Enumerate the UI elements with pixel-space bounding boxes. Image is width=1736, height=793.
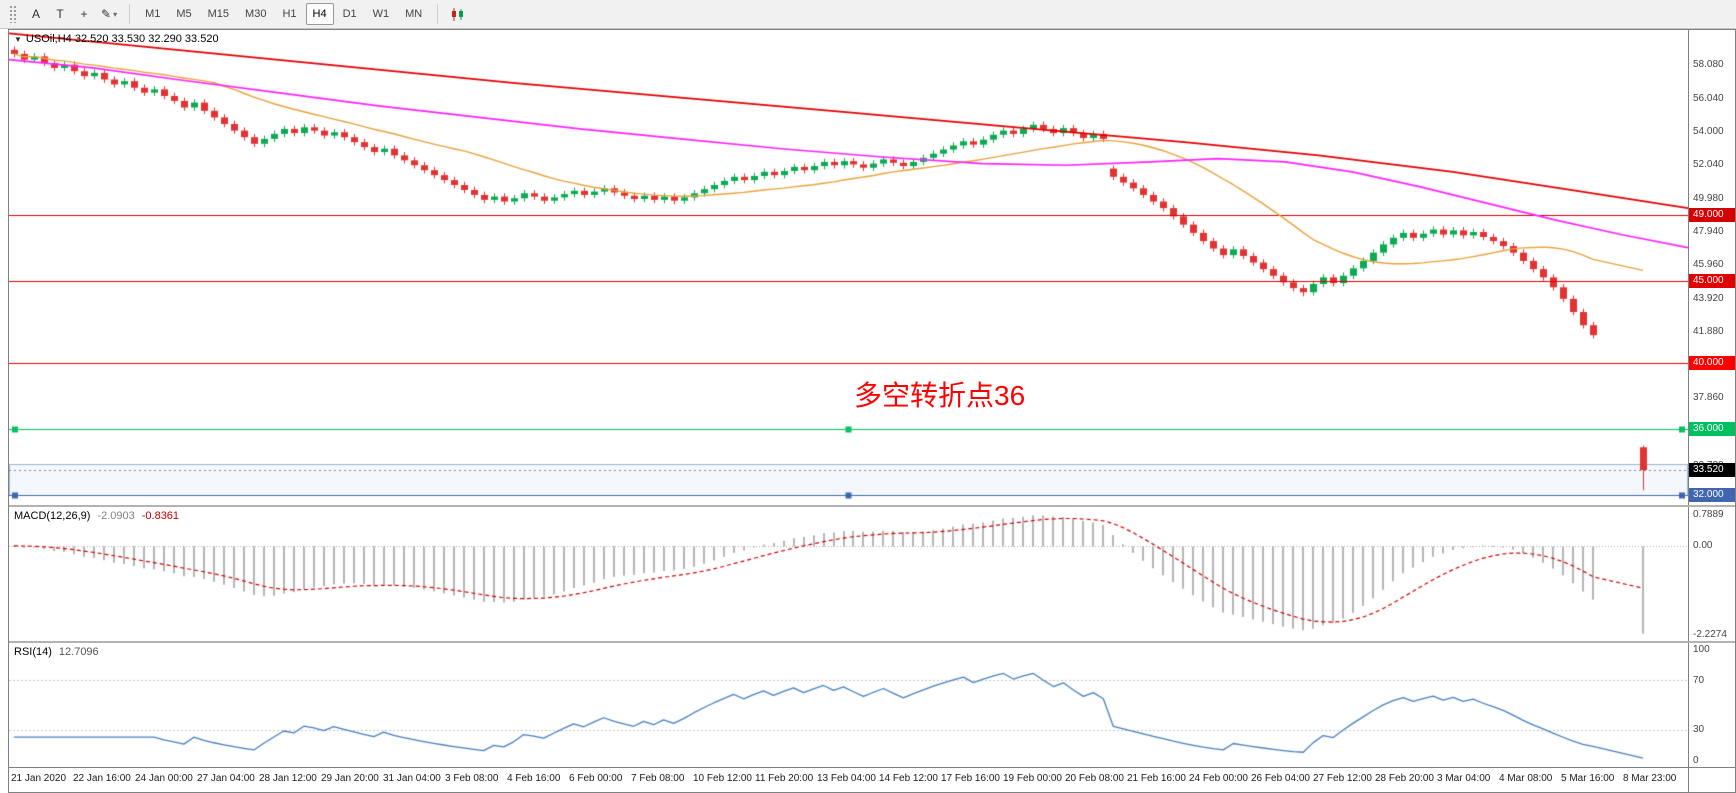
timeframe-h4-button[interactable]: H4 (305, 3, 334, 25)
macd-value-main: -2.0903 (97, 509, 135, 522)
timeframe-m30-button[interactable]: M30 (245, 8, 267, 20)
price-scale-label: 54.000 (1693, 126, 1724, 138)
macd-label-row: MACD(12,26,9) -2.0903 -0.8361 (14, 510, 179, 522)
price-scale-label: 52.040 (1693, 158, 1724, 170)
time-axis-label: 17 Feb 16:00 (941, 773, 1000, 785)
panel-divider[interactable] (9, 504, 1735, 507)
time-axis-label: 8 Mar 23:00 (1623, 773, 1677, 785)
toolbar-separator (437, 4, 439, 24)
time-axis-label: 31 Jan 04:00 (383, 773, 441, 785)
time-axis-label: 29 Jan 20:00 (321, 773, 379, 785)
timeframe-m5-button[interactable]: M5 (176, 8, 192, 20)
timeframe-d1-button[interactable]: D1 (342, 8, 357, 20)
time-axis-label: 5 Mar 16:00 (1561, 773, 1615, 785)
text-tool-a-label: A (31, 7, 40, 21)
time-axis-label: 21 Jan 2020 (11, 773, 67, 785)
chart-annotation[interactable]: 多空转折点36 (854, 380, 1026, 411)
panel-divider[interactable] (9, 641, 1735, 644)
time-axis-label: 24 Jan 00:00 (135, 773, 193, 785)
price-scale-label: 45.960 (1693, 258, 1724, 270)
time-axis-label: 13 Feb 04:00 (817, 773, 876, 785)
time-axis[interactable]: 21 Jan 2020 22 Jan 16:00 24 Jan 00:00 27 Ja… (9, 768, 1688, 792)
chart-window: ▼ USOil,H4 32.520 33.530 32.290 33.520 多空… (8, 29, 1736, 793)
time-axis-label: 11 Feb 20:00 (755, 773, 814, 785)
chevron-down-icon: ▾ (113, 9, 118, 19)
main-chart-canvas[interactable] (9, 30, 1688, 505)
candlestick-chart-button[interactable] (446, 3, 469, 25)
price-scale[interactable]: 58.080 56.040 54.000 52.040 49.980 47.940 45.9… (1688, 30, 1735, 505)
price-scale-label: 49.980 (1693, 192, 1724, 204)
timeframe-mn-button[interactable]: MN (405, 8, 423, 20)
price-level-badge: 40.000 (1689, 356, 1735, 371)
timeframe-bar: M1 M5 M15 M30 H1 H4 D1 W1 MN (138, 3, 429, 25)
time-axis-label: 28 Jan 12:00 (259, 773, 317, 785)
rsi-canvas[interactable] (9, 643, 1688, 768)
time-axis-label: 14 Feb 12:00 (879, 773, 938, 785)
time-axis-label: 24 Feb 00:00 (1189, 773, 1248, 785)
price-scale-label: 58.080 (1693, 58, 1724, 70)
price-level-badge: 36.000 (1689, 422, 1735, 437)
rsi-label: RSI(14) (14, 646, 52, 659)
time-axis-label: 27 Jan 04:00 (197, 773, 255, 785)
time-axis-label: 4 Mar 08:00 (1499, 773, 1553, 785)
chart-title: USOil,H4 32.520 33.530 32.290 33.520 (25, 33, 219, 45)
price-scale-label: 37.860 (1693, 392, 1724, 404)
price-scale-label: 43.920 (1693, 292, 1724, 304)
time-axis-label: 3 Mar 04:00 (1437, 773, 1491, 785)
time-axis-label: 10 Feb 12:00 (693, 773, 752, 785)
time-axis-label: 6 Feb 00:00 (569, 773, 623, 785)
timeframe-m1-button[interactable]: M1 (145, 8, 161, 20)
rsi-scale-label: 30 (1693, 724, 1705, 736)
timeframe-h1-button[interactable]: H1 (282, 8, 297, 20)
rsi-label-row: RSI(14) 12.7096 (14, 646, 99, 658)
toolbar-separator (129, 4, 131, 24)
crosshair-button[interactable]: + (73, 3, 95, 25)
price-scale-label: 56.040 (1693, 92, 1724, 104)
time-axis-label: 19 Feb 00:00 (1003, 773, 1062, 785)
price-level-badge: 33.520 (1689, 463, 1735, 478)
time-axis-label: 20 Feb 08:00 (1065, 773, 1124, 785)
rsi-scale-label: 0 (1693, 755, 1699, 767)
price-scale-label: 47.940 (1693, 226, 1724, 238)
time-axis-label: 4 Feb 16:00 (507, 773, 561, 785)
time-axis-label: 21 Feb 16:00 (1127, 773, 1186, 785)
time-axis-label: 28 Feb 20:00 (1375, 773, 1434, 785)
time-axis-label: 27 Feb 12:00 (1313, 773, 1372, 785)
time-axis-label: 3 Feb 08:00 (445, 773, 499, 785)
draw-tools-button[interactable]: ✎ ▾ (97, 3, 121, 25)
rsi-value: 12.7096 (58, 646, 99, 659)
macd-canvas[interactable] (9, 506, 1688, 642)
macd-value-signal: -0.8361 (141, 509, 180, 522)
rsi-scale-label: 100 (1693, 644, 1710, 656)
macd-scale-label: 0.7889 (1693, 508, 1724, 520)
price-level-badge: 45.000 (1689, 273, 1735, 288)
macd-scale-label: -2.2274 (1693, 628, 1727, 640)
timeframe-w1-button[interactable]: W1 (372, 8, 390, 20)
rsi-scale-label: 70 (1693, 674, 1705, 686)
timeframe-m15-button[interactable]: M15 (207, 8, 230, 20)
time-axis-label: 26 Feb 04:00 (1251, 773, 1310, 785)
chart-title-row: ▼ USOil,H4 32.520 33.530 32.290 33.520 (14, 33, 219, 45)
toolbar-drag-handle[interactable] (9, 5, 18, 23)
text-tool-a-button[interactable]: A (25, 3, 47, 25)
macd-scale[interactable]: 0.7889 0.00 -2.2274 (1688, 506, 1735, 642)
candlestick-chart-icon (452, 7, 464, 21)
rsi-scale[interactable]: 100 70 30 0 (1688, 643, 1735, 768)
price-level-badge: 32.000 (1689, 488, 1735, 503)
price-scale-label: 41.880 (1693, 326, 1724, 338)
toolbar: A T + ✎ ▾ M1 M5 M15 M30 H1 H4 D1 W1 MN (0, 0, 1736, 29)
text-tool-t-button[interactable]: T (49, 3, 71, 25)
time-axis-label: 22 Jan 16:00 (73, 773, 131, 785)
macd-scale-label: 0.00 (1693, 539, 1713, 551)
crosshair-icon: + (80, 7, 88, 21)
pencil-icon: ✎ (101, 7, 112, 21)
chart-menu-arrow-icon: ▼ (14, 35, 22, 44)
macd-label: MACD(12,26,9) (14, 509, 91, 522)
scale-corner (1688, 768, 1735, 792)
price-level-badge: 49.000 (1689, 207, 1735, 222)
time-axis-label: 7 Feb 08:00 (631, 773, 685, 785)
text-tool-t-label: T (56, 7, 64, 21)
